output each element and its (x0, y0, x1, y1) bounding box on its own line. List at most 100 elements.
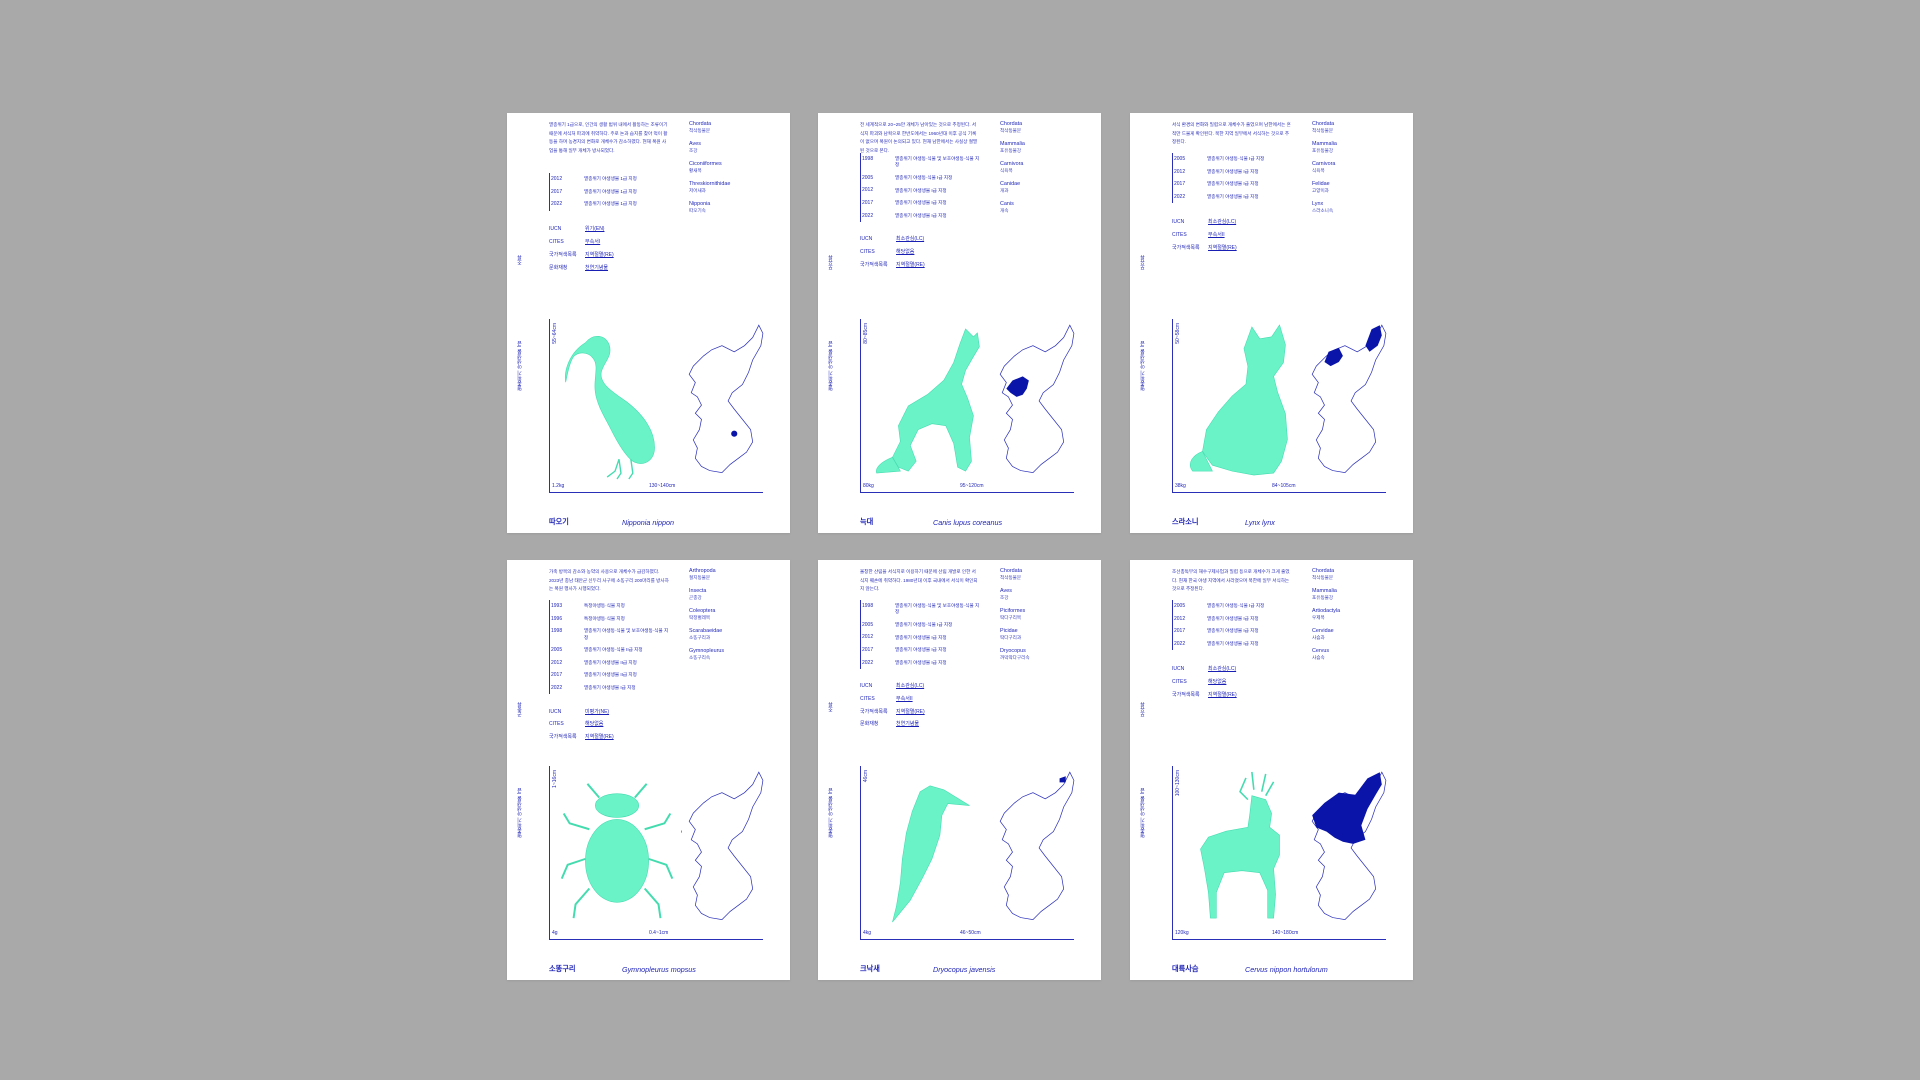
conservation-status: IUCN 미평가(NE) CITES 해당없음 국가적색목록 지역절멸(RE) (549, 706, 689, 744)
species-card[interactable]: 전 세계적으로 20~25만 개체가 남아있는 것으로 추정된다. 서식지 파괴… (818, 113, 1101, 533)
length-label: 95~120cm (960, 483, 984, 489)
status-value[interactable]: 최소관심(LC) (1208, 666, 1237, 673)
timeline-year: 1998 (862, 156, 874, 162)
species-korean-name: 소똥구리 (549, 964, 576, 973)
size-plot: 55~64cm 1.2kg 130~140cm (549, 319, 764, 493)
taxonomy-item: Carnivora 식육목 (1312, 161, 1392, 174)
timeline-row: 2005 멸종위기 야생동·식물 II급 지정 (550, 644, 670, 657)
status-row-redlist: 국가적색목록 지역절멸(RE) (860, 259, 1000, 272)
description-text: 전 세계적으로 20~25만 개체가 남아있는 것으로 추정된다. 서식지 파괴… (860, 122, 978, 153)
timeline-year: 2017 (1174, 628, 1186, 635)
status-label: CITES (549, 239, 564, 246)
timeline-row: 2012 멸종위기 야생생물 II급 지정 (550, 657, 670, 670)
status-value[interactable]: 부속서I (585, 239, 601, 246)
taxonomy-item: Dryocopus 까막딱다구리속 (1000, 648, 1080, 661)
timeline-row: 2022 멸종위기 야생생물 I급 지정 (550, 682, 670, 695)
timeline-row: 1996 특정야생동·식물 지정 (550, 613, 670, 626)
taxonomy-item: Chordata 척삭동물문 (689, 121, 769, 134)
length-label: 46~50cm (960, 930, 981, 936)
species-card[interactable]: 가축 방목의 감소와 농약의 사용으로 개체수가 급감하였다. 2023년 충남… (507, 560, 790, 980)
timeline-text: 멸종위기 야생생물 I급 지정 (1207, 168, 1259, 174)
status-value[interactable]: 지역절멸(RE) (1208, 244, 1237, 251)
status-value[interactable]: 지역절멸(RE) (1208, 691, 1237, 698)
timeline-year: 2017 (551, 672, 563, 679)
taxonomy-item: Felidae 고양이과 (1312, 181, 1392, 194)
status-value[interactable]: 해당없음 (896, 248, 915, 255)
species-card[interactable]: 멸종위기 1급으로, 인간의 생활 범위 내에서 활동하는 조류이기 때문에 서… (507, 113, 790, 533)
taxonomy-item: Artiodactyla 우제목 (1312, 608, 1392, 621)
timeline-year: 2012 (551, 176, 563, 182)
timeline-text: 멸종위기 야생동·식물 및 보호야생동·식물 지정 (895, 603, 980, 615)
timeline-year: 2022 (1174, 193, 1186, 200)
status-value[interactable]: 최소관심(LC) (896, 683, 925, 689)
status-value[interactable]: 지역절멸(RE) (585, 734, 614, 741)
taxonomy-item: Ciconiiformes 황새목 (689, 161, 769, 174)
timeline-year: 2022 (551, 684, 563, 691)
taxon-korean-name: 스라소니속 (1312, 208, 1334, 213)
taxon-korean-name: 까막딱다구리속 (1000, 655, 1030, 660)
status-value[interactable]: 부속서II (896, 695, 913, 702)
status-value[interactable]: 부속서II (1208, 231, 1225, 238)
status-value[interactable]: 지역절멸(RE) (896, 261, 925, 268)
status-value[interactable]: 해당없음 (1208, 678, 1227, 685)
status-row-iucn: IUCN 미평가(NE) (549, 706, 689, 719)
designation-timeline: 2005 멸종위기 야생동·식물 I급 지정 2012 멸종위기 야생생물 I급 지정… (1172, 153, 1293, 204)
weight-label: 120kg (1175, 930, 1189, 936)
description-text: 멸종위기 1급으로, 인간의 생활 범위 내에서 활동하는 조류이기 때문에 서… (549, 122, 668, 153)
taxonomy-item: Chordata 척삭동물문 (1000, 568, 1080, 581)
timeline-row: 2012 멸종위기 야생생물 1급 지정 (550, 173, 670, 186)
taxon-latin-name: Artiodactyla (1312, 608, 1341, 614)
conservation-status: IUCN 최소관심(LC) CITES 해당없음 국가적색목록 지역절멸(RE) (1172, 663, 1312, 701)
taxonomy-item: Insecta 곤충강 (689, 588, 769, 601)
status-value[interactable]: 최소관심(LC) (896, 236, 925, 242)
status-value[interactable]: 천연기념물 (896, 721, 920, 728)
timeline-text: 멸종위기 야생생물 I급 지정 (1207, 615, 1259, 621)
timeline-row: 2017 멸종위기 야생생물 I급 지정 (861, 644, 981, 657)
x-axis-line (1172, 939, 1386, 940)
species-card[interactable]: 조선총독부의 해수구제사업과 밀렵 등으로 개체수가 크게 줄었다. 현재 한국… (1130, 560, 1413, 980)
status-value[interactable]: 미평가(NE) (585, 708, 610, 715)
taxonomy-item: Arthropoda 절지동물문 (689, 568, 769, 581)
taxonomy-item: Piciformes 딱다구리목 (1000, 608, 1080, 621)
description-text: 울창한 산림을 서식지로 이용하기 때문에 산림 개발로 인한 서식지 훼손에 … (860, 569, 978, 592)
conservation-status: IUCN 최소관심(LC) CITES 부속서II 국가적색목록 지역절멸(RE) (1172, 216, 1312, 254)
taxon-korean-name: 척삭동물문 (1000, 575, 1022, 580)
designation-timeline: 2012 멸종위기 야생생물 1급 지정 2017 멸종위기 야생생물 1급 지정 20… (549, 173, 670, 211)
timeline-year: 2012 (551, 659, 563, 666)
taxonomy-item: Carnivora 식육목 (1000, 161, 1080, 174)
status-value[interactable]: 위기(EN) (585, 226, 605, 233)
species-card[interactable]: 울창한 산림을 서식지로 이용하기 때문에 산림 개발로 인한 서식지 훼손에 … (818, 560, 1101, 980)
taxon-latin-name: Mammalia (1312, 588, 1337, 594)
status-value[interactable]: 지역절멸(RE) (896, 708, 925, 715)
taxon-latin-name: Picidae (1000, 628, 1018, 634)
status-value[interactable]: 최소관심(LC) (1208, 219, 1237, 226)
status-label: 국가적색목록 (549, 734, 577, 741)
taxon-korean-name: 딱정벌레목 (689, 615, 711, 620)
taxon-korean-name: 고양이과 (1312, 188, 1329, 193)
category-tag: 포유류 (828, 255, 834, 270)
timeline-text: 멸종위기 야생동·식물 I급 지정 (895, 174, 953, 180)
taxon-korean-name: 개속 (1000, 208, 1009, 213)
taxonomy-item: Chordata 척삭동물문 (1312, 568, 1392, 581)
weight-label: 80kg (863, 483, 874, 489)
taxonomy-list: Chordata 척삭동물문 Aves 조강 Ciconiiformes 황새목 Thres… (689, 121, 769, 221)
status-value[interactable]: 해당없음 (585, 721, 604, 728)
taxon-korean-name: 개과 (1000, 188, 1009, 193)
taxonomy-item: Mammalia 포유동물강 (1312, 588, 1392, 601)
species-card[interactable]: 서식 환경의 변화와 밀렵으로 개체수가 줄었으며 남한에서는 흔적만 드물게 … (1130, 113, 1413, 533)
taxon-korean-name: 사슴과 (1312, 635, 1325, 640)
taxon-latin-name: Chordata (1312, 121, 1335, 127)
timeline-text: 멸종위기 야생동·식물 I급 지정 (1207, 603, 1265, 609)
x-axis-line (549, 492, 763, 493)
taxon-latin-name: Canidae (1000, 181, 1021, 187)
timeline-year: 2012 (1174, 168, 1186, 175)
timeline-text: 멸종위기 야생생물 I급 지정 (895, 659, 947, 665)
status-row-redlist: 국가적색목록 지역절멸(RE) (860, 706, 1000, 719)
description-text: 조선총독부의 해수구제사업과 밀렵 등으로 개체수가 크게 줄었다. 현재 한국… (1172, 569, 1290, 592)
taxon-korean-name: 우제목 (1312, 615, 1325, 620)
timeline-row: 1993 특정야생동·식물 지정 (550, 600, 670, 613)
status-value[interactable]: 지역절멸(RE) (585, 251, 614, 258)
weight-label: 4g (552, 930, 558, 936)
status-value[interactable]: 천연기념물 (585, 264, 609, 271)
